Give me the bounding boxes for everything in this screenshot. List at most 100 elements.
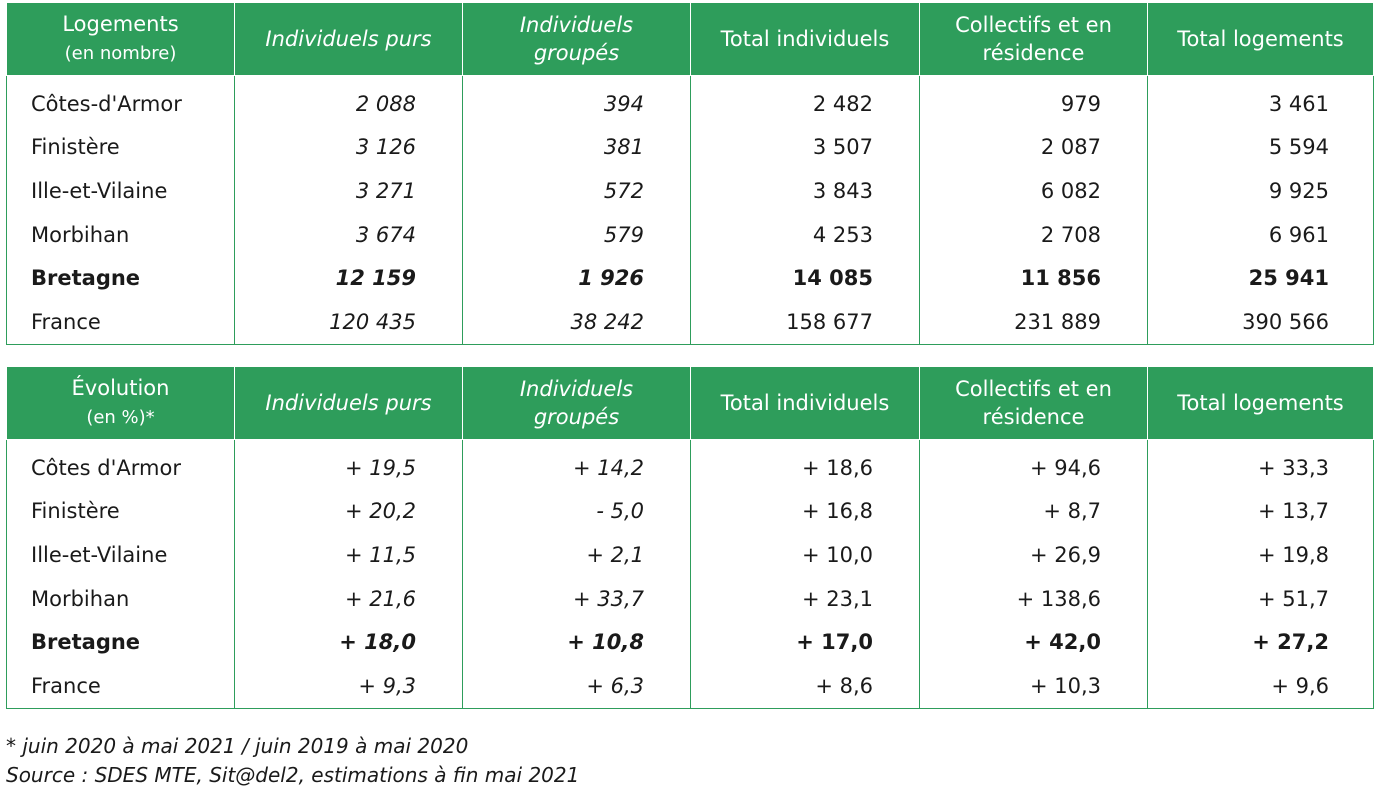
table-row: Finistère 3 126 381 3 507 2 087 5 594	[6, 125, 1374, 170]
table-cell: 394	[462, 75, 691, 126]
header-sub: (en %)*	[86, 407, 155, 428]
table-cell: + 10,0	[690, 533, 920, 577]
row-label: Morbihan	[6, 212, 235, 257]
header-cell: Individuels purs	[234, 2, 463, 76]
table-cell: 231 889	[919, 299, 1148, 345]
table-cell: 158 677	[690, 299, 920, 345]
table-cell: + 13,7	[1147, 489, 1374, 534]
table-cell: + 2,1	[462, 533, 691, 577]
table-cell: + 20,2	[234, 489, 463, 534]
table-cell: 2 088	[234, 75, 463, 126]
table-cell: + 19,8	[1147, 533, 1374, 577]
table-cell: 3 461	[1147, 75, 1374, 126]
footnote: * juin 2020 à mai 2021 / juin 2019 à mai…	[6, 734, 469, 758]
row-label: Bretagne	[6, 620, 235, 664]
header-row: Évolution (en %)* Individuels purs Indivi…	[6, 366, 1374, 440]
table-row: Côtes-d'Armor 2 088 394 2 482 979 3 461	[6, 75, 1374, 126]
table-cell: + 33,3	[1147, 439, 1374, 490]
row-label: Ille-et-Vilaine	[6, 169, 235, 213]
header-cell: Collectifs et en résidence	[919, 366, 1148, 440]
table-cell: 14 085	[690, 256, 920, 300]
row-label: Finistère	[6, 489, 235, 534]
header-cell: Individuels groupés	[462, 366, 691, 440]
header-row: Logements (en nombre) Individuels purs In…	[6, 2, 1374, 76]
header-main: Évolution	[71, 376, 170, 400]
table-cell: 3 507	[690, 125, 920, 170]
source-note: Source : SDES MTE, Sit@del2, estimations…	[6, 763, 580, 787]
table-cell: + 18,6	[690, 439, 920, 490]
row-label: Côtes d'Armor	[6, 439, 235, 490]
table-cell: 25 941	[1147, 256, 1374, 300]
row-label: Ille-et-Vilaine	[6, 533, 235, 577]
table-row-total: Bretagne + 18,0 + 10,8 + 17,0 + 42,0 + 2…	[6, 620, 1374, 664]
row-label: Bretagne	[6, 256, 235, 300]
table-row: Ille-et-Vilaine 3 271 572 3 843 6 082 9 …	[6, 169, 1374, 213]
table-cell: 2 482	[690, 75, 920, 126]
table-cell: 12 159	[234, 256, 463, 300]
table-cell: 11 856	[919, 256, 1148, 300]
table-cell: + 94,6	[919, 439, 1148, 490]
table-cell: + 27,2	[1147, 620, 1374, 664]
table-row: Ille-et-Vilaine + 11,5 + 2,1 + 10,0 + 26…	[6, 533, 1374, 577]
table-cell: 3 271	[234, 169, 463, 213]
table-cell: 4 253	[690, 212, 920, 257]
table-cell: 6 082	[919, 169, 1148, 213]
housing-evolution-table: Évolution (en %)* Individuels purs Indivi…	[6, 366, 1374, 709]
header-cell: Total individuels	[690, 2, 920, 76]
table-cell: + 10,8	[462, 620, 691, 664]
table-cell: 38 242	[462, 299, 691, 345]
table-cell: + 19,5	[234, 439, 463, 490]
table-cell: 381	[462, 125, 691, 170]
table-cell: 120 435	[234, 299, 463, 345]
table-cell: + 9,3	[234, 663, 463, 709]
table-cell: 2 087	[919, 125, 1148, 170]
table-cell: + 11,5	[234, 533, 463, 577]
table-cell: 3 843	[690, 169, 920, 213]
header-main: Logements	[62, 12, 179, 36]
table-row: Morbihan + 21,6 + 33,7 + 23,1 + 138,6 + …	[6, 576, 1374, 621]
table-cell: 9 925	[1147, 169, 1374, 213]
table-cell: + 23,1	[690, 576, 920, 621]
table-cell: 3 674	[234, 212, 463, 257]
header-cell: Logements (en nombre)	[6, 2, 235, 76]
table-cell: + 21,6	[234, 576, 463, 621]
row-label: Côtes-d'Armor	[6, 75, 235, 126]
table-cell: 2 708	[919, 212, 1148, 257]
housing-count-table: Logements (en nombre) Individuels purs In…	[6, 2, 1374, 345]
table-cell: + 18,0	[234, 620, 463, 664]
table-cell: 579	[462, 212, 691, 257]
table-cell: + 16,8	[690, 489, 920, 534]
table-cell: - 5,0	[462, 489, 691, 534]
table-cell: + 17,0	[690, 620, 920, 664]
table-notes: * juin 2020 à mai 2021 / juin 2019 à mai…	[6, 732, 579, 790]
row-label: Morbihan	[6, 576, 235, 621]
table-cell: + 14,2	[462, 439, 691, 490]
table-cell: 5 594	[1147, 125, 1374, 170]
table-cell: + 10,3	[919, 663, 1148, 709]
table-row: France 120 435 38 242 158 677 231 889 39…	[6, 299, 1374, 345]
table-cell: + 42,0	[919, 620, 1148, 664]
table-cell: 3 126	[234, 125, 463, 170]
table-cell: + 33,7	[462, 576, 691, 621]
table-cell: + 51,7	[1147, 576, 1374, 621]
row-label: France	[6, 663, 235, 709]
header-cell: Collectifs et en résidence	[919, 2, 1148, 76]
row-label: France	[6, 299, 235, 345]
header-cell: Total individuels	[690, 366, 920, 440]
table-cell: 390 566	[1147, 299, 1374, 345]
table-cell: 572	[462, 169, 691, 213]
table-row: Côtes d'Armor + 19,5 + 14,2 + 18,6 + 94,…	[6, 439, 1374, 490]
table-cell: 6 961	[1147, 212, 1374, 257]
table-cell: + 26,9	[919, 533, 1148, 577]
header-sub: (en nombre)	[64, 43, 177, 64]
table-cell: 1 926	[462, 256, 691, 300]
table-cell: + 6,3	[462, 663, 691, 709]
table-row: Finistère + 20,2 - 5,0 + 16,8 + 8,7 + 13…	[6, 489, 1374, 534]
header-cell: Individuels groupés	[462, 2, 691, 76]
table-row-total: Bretagne 12 159 1 926 14 085 11 856 25 9…	[6, 256, 1374, 300]
table-cell: + 138,6	[919, 576, 1148, 621]
header-cell: Total logements	[1147, 2, 1374, 76]
table-row: France + 9,3 + 6,3 + 8,6 + 10,3 + 9,6	[6, 663, 1374, 709]
header-cell: Individuels purs	[234, 366, 463, 440]
row-label: Finistère	[6, 125, 235, 170]
